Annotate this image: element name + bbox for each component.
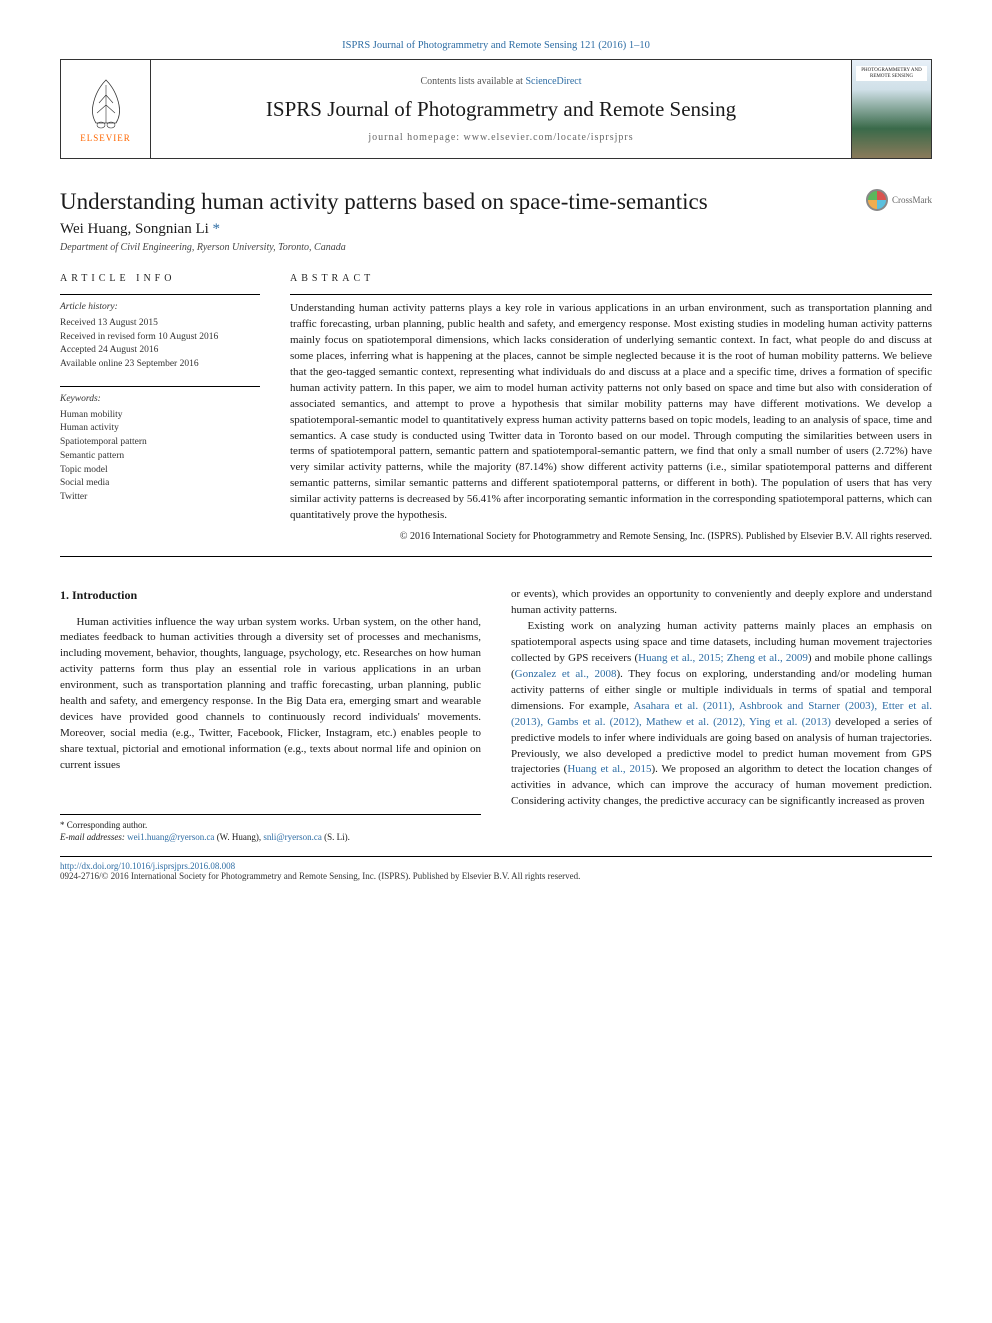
contents-prefix: Contents lists available at	[420, 76, 525, 87]
email-line: E-mail addresses: wei1.huang@ryerson.ca …	[60, 831, 481, 844]
contents-line: Contents lists available at ScienceDirec…	[157, 76, 845, 87]
sciencedirect-link[interactable]: ScienceDirect	[525, 76, 581, 87]
elsevier-tree-icon	[81, 75, 131, 130]
elsevier-logo[interactable]: ELSEVIER	[61, 60, 151, 158]
article-info-column: article info Article history: Received 1…	[60, 273, 260, 544]
header-center: Contents lists available at ScienceDirec…	[151, 60, 851, 158]
intro-paragraph-2a: or events), which provides an opportunit…	[511, 587, 932, 619]
left-column: 1. Introduction Human activities influen…	[60, 587, 481, 844]
accepted-date: Accepted 24 August 2016	[60, 344, 260, 358]
ref-link[interactable]: Huang et al., 2015	[567, 763, 651, 775]
bottom-bar: http://dx.doi.org/10.1016/j.isprsjprs.20…	[60, 856, 932, 881]
corresponding-marker[interactable]: *	[213, 221, 221, 237]
corresponding-note: * Corresponding author.	[60, 819, 481, 832]
abstract-text: Understanding human activity patterns pl…	[290, 294, 932, 524]
keyword: Topic model	[60, 464, 260, 478]
article-history-block: Article history: Received 13 August 2015…	[60, 294, 260, 372]
intro-heading: 1. Introduction	[60, 587, 481, 604]
keyword: Spatiotemporal pattern	[60, 436, 260, 450]
abstract-column: abstract Understanding human activity pa…	[290, 273, 932, 544]
authors: Wei Huang, Songnian Li *	[60, 221, 932, 238]
ref-link[interactable]: Huang et al., 2015; Zheng et al., 2009	[638, 652, 808, 664]
keyword: Twitter	[60, 491, 260, 505]
intro-paragraph-1: Human activities influence the way urban…	[60, 615, 481, 774]
right-column: or events), which provides an opportunit…	[511, 587, 932, 844]
affiliation: Department of Civil Engineering, Ryerson…	[60, 242, 932, 253]
doi-link[interactable]: http://dx.doi.org/10.1016/j.isprsjprs.20…	[60, 861, 235, 871]
homepage-prefix: journal homepage:	[368, 132, 463, 143]
keyword: Human activity	[60, 422, 260, 436]
email-link-2[interactable]: snli@ryerson.ca	[263, 832, 322, 842]
crossmark-badge[interactable]: CrossMark	[866, 189, 932, 211]
authors-names: Wei Huang, Songnian Li	[60, 221, 209, 237]
homepage-url[interactable]: www.elsevier.com/locate/isprsjprs	[464, 132, 634, 143]
email-name-1: (W. Huang),	[214, 832, 263, 842]
ref-link[interactable]: Gonzalez et al., 2008	[515, 668, 617, 680]
email-label: E-mail addresses:	[60, 832, 127, 842]
homepage-line: journal homepage: www.elsevier.com/locat…	[157, 132, 845, 143]
keyword: Semantic pattern	[60, 450, 260, 464]
elsevier-label: ELSEVIER	[80, 133, 131, 143]
journal-header: ELSEVIER Contents lists available at Sci…	[60, 59, 932, 159]
article-title: Understanding human activity patterns ba…	[60, 189, 708, 215]
revised-date: Received in revised form 10 August 2016	[60, 331, 260, 345]
keyword: Social media	[60, 477, 260, 491]
received-date: Received 13 August 2015	[60, 317, 260, 331]
divider	[60, 556, 932, 557]
abstract-header: abstract	[290, 273, 932, 284]
abstract-copyright: © 2016 International Society for Photogr…	[290, 530, 932, 544]
issn-copyright: 0924-2716/© 2016 International Society f…	[60, 871, 932, 881]
intro-paragraph-2b: Existing work on analyzing human activit…	[511, 619, 932, 810]
cover-label: PHOTOGRAMMETRY AND REMOTE SENSING	[856, 66, 927, 81]
body-columns: 1. Introduction Human activities influen…	[60, 587, 932, 844]
article-info-header: article info	[60, 273, 260, 284]
history-label: Article history:	[60, 301, 260, 315]
top-citation[interactable]: ISPRS Journal of Photogrammetry and Remo…	[60, 40, 932, 51]
email-name-2: (S. Li).	[322, 832, 350, 842]
email-link-1[interactable]: wei1.huang@ryerson.ca	[127, 832, 214, 842]
crossmark-label: CrossMark	[892, 195, 932, 205]
journal-name: ISPRS Journal of Photogrammetry and Remo…	[157, 97, 845, 122]
crossmark-icon	[866, 189, 888, 211]
keywords-label: Keywords:	[60, 393, 260, 407]
online-date: Available online 23 September 2016	[60, 358, 260, 372]
keyword: Human mobility	[60, 409, 260, 423]
journal-cover-thumb[interactable]: PHOTOGRAMMETRY AND REMOTE SENSING	[851, 60, 931, 158]
keywords-block: Keywords: Human mobility Human activity …	[60, 386, 260, 505]
footnote-block: * Corresponding author. E-mail addresses…	[60, 814, 481, 844]
